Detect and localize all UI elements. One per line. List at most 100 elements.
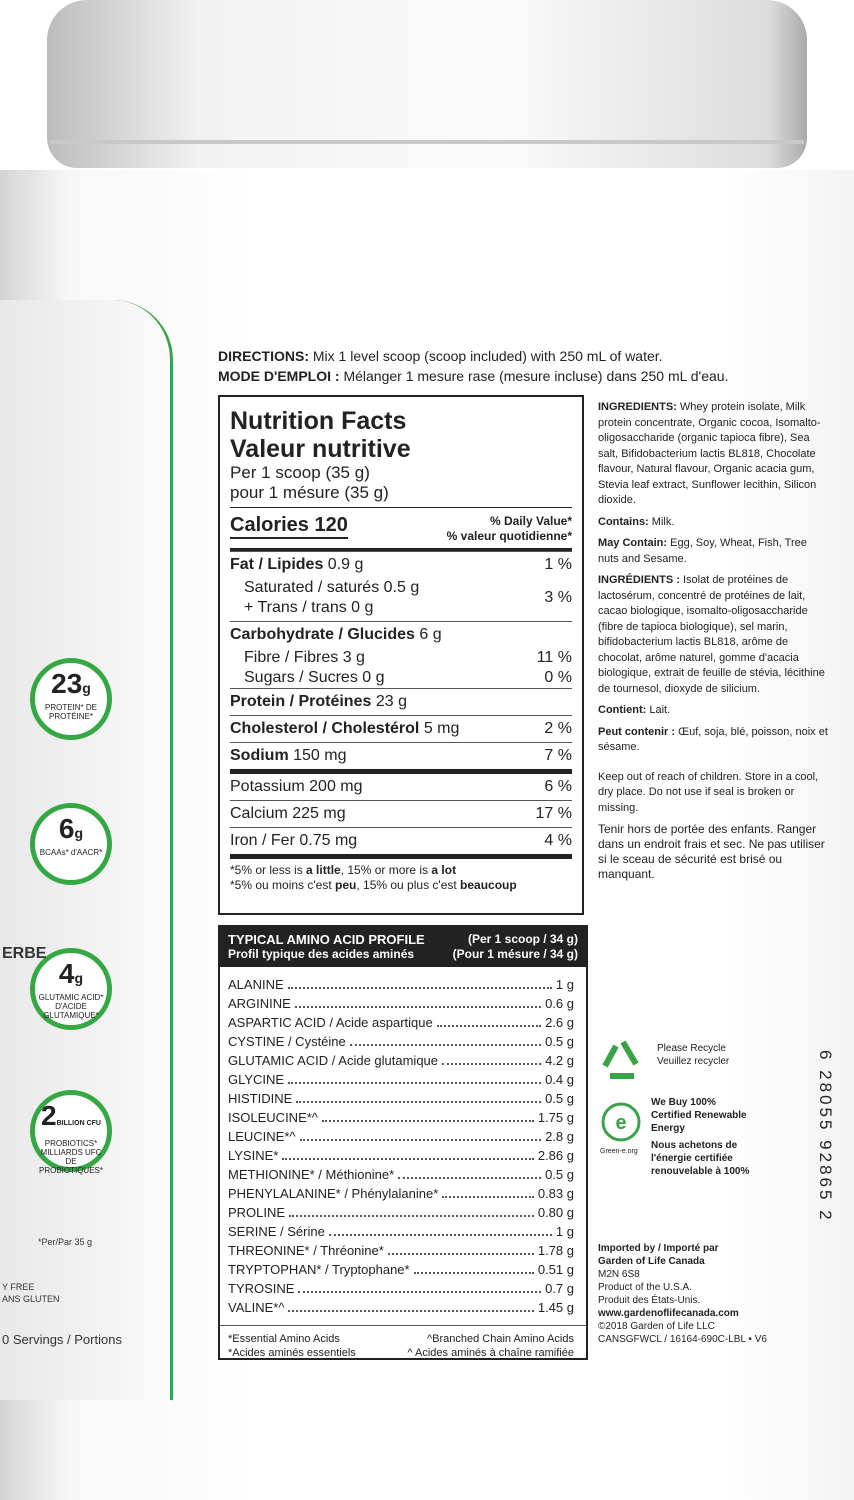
amino-amount: 0.6 g [545,996,574,1011]
info-paragraph: Contains: Milk. [598,515,830,531]
badge-text: GLUTAMIC ACID* D'ACIDE GLUTAMIQUE* [38,993,104,1020]
daily-value: 1 % [544,556,572,573]
badge-big: 23 [51,668,83,699]
nutrient-row: Fat / Lipides 0.9 g 1 % [230,551,572,578]
info-label: Peut contenir : [598,725,676,738]
label: DIRECTIONS: [218,348,309,364]
nutrient-amount: 0.9 g [327,556,364,573]
leader [413,1260,534,1274]
nutrient-row: Sodium 150 mg 7 % [230,742,572,769]
amino-row: ISOLEUCINE*^ 1.75 g [220,1108,586,1127]
badge-big: 4 [58,958,75,989]
footnote: *5% or less is a little, 15% or more is … [230,863,572,878]
amino-note: ^Branched Chain Amino Acids [426,1333,574,1345]
amino-row: ALANINE 1 g [220,975,586,994]
badge-unit: g [74,970,84,986]
amino-header: TYPICAL AMINO ACID PROFILE Profil typique… [220,927,586,967]
leader [436,1013,542,1027]
recycle-text: Please Recycle Veuillez recycler [657,1042,777,1068]
text: Mix 1 level scoop (scoop included) with … [312,348,663,364]
nutrient-label: Fibre / Fibres [244,649,339,666]
side-text: ERBE [2,945,47,962]
nutrient-label: + Trans / trans [244,599,347,616]
amino-row: GLUTAMIC ACID / Acide glutamique 4.2 g [220,1051,586,1070]
amino-name: PHENYLALANINE* / Phénylalanine* [228,1186,439,1201]
right-column: INGREDIENTS: Whey protein isolate, Milk … [598,400,830,888]
green-e-logo: e [601,1102,641,1142]
importer-line: Garden of Life Canada [598,1256,705,1267]
amino-name: VALINE*^ [228,1300,285,1315]
directions-fr: MODE D'EMPLOI : Mélanger 1 mesure rase (… [218,366,728,386]
info-paragraph: INGRÉDIENTS : Isolat de protéines de lac… [598,573,830,697]
badge: 6g BCAAs* d'AACR* [30,803,112,885]
leader [288,1298,534,1312]
side-text: 0 Servings / Portions [2,1332,122,1347]
nutrient: Carbohydrate / Glucides 6 g [230,625,442,645]
badge-unit: g [82,680,91,696]
leader [442,1184,534,1198]
info-text: Lait. [649,704,671,716]
leader [387,1241,534,1255]
amino-notes: *Essential Amino Acids ^Branched Chain Am… [220,1326,586,1360]
leader [442,1051,542,1065]
daily-value: 17 % [535,805,572,822]
nutrient: Saturated / saturés 0.5 g [244,578,419,598]
importer-line: Imported by / Importé par [598,1243,719,1254]
nutrient: Sugars / Sucres 0 g [244,668,385,688]
nutrient-amount: 6 g [419,626,442,643]
amino-amount: 0.4 g [545,1072,574,1087]
amino-row: ASPARTIC ACID / Acide aspartique 2.6 g [220,1013,586,1032]
amino-name: ALANINE [228,977,284,992]
badge-unit: g [74,825,84,841]
info-text: Milk. [651,515,675,528]
amino-row: METHIONINE* / Méthionine* 0.5 g [220,1165,586,1184]
nutrient-row: Sugars / Sucres 0 g 0 % [230,668,572,688]
amino-row: PROLINE 0.80 g [220,1203,586,1222]
note-row: *Acides aminés essentiels ^ Acides aminés… [220,1346,586,1360]
nutrient-amount: 5 mg [423,720,460,737]
footnote-part: a little [306,863,341,877]
importer-line: www.gardenoflifecanada.com [598,1308,739,1319]
title: Nutrition Facts [230,407,407,435]
amino-name: PROLINE [228,1205,286,1220]
badge-text: PROBIOTICS* MILLIARDS UFC DE PROBIOTIQUE… [38,1139,103,1175]
note-row: *Essential Amino Acids ^Branched Chain Am… [220,1332,586,1346]
nutrition-facts: Nutrition Facts Valeur nutritive Per 1 s… [218,395,584,915]
info-label: INGREDIENTS: [598,401,677,413]
badge-unit: BILLION CFU [56,1120,101,1127]
amino-row: PHENYLALANINE* / Phénylalanine* 0.83 g [220,1184,586,1203]
nutrient-rows: Fat / Lipides 0.9 g 1 % Saturated / saturé… [230,551,572,854]
daily-value: 4 % [544,832,572,849]
per-en: (Per 1 scoop / 34 g) [467,932,578,946]
badge-number: 6g [35,814,107,848]
leader [349,1032,542,1046]
badge: 4g GLUTAMIC ACID* D'ACIDE GLUTAMIQUE* [30,948,112,1030]
nutrient-row: + Trans / trans 0 g [230,598,572,621]
nutrient-label: Protein / Protéines [230,693,372,710]
side-text: Y FREE [2,1282,35,1292]
nutrient-amount: 3 g [342,649,365,666]
amino-amount: 2.6 g [545,1015,574,1030]
nutrient-label: Cholesterol / Cholestérol [230,720,420,737]
daily-value-head: % Daily Value*% valeur quotidienne* [447,514,572,544]
nutrient-amount: 0.5 g [383,579,420,596]
title: Valeur nutritive [230,435,411,463]
title: TYPICAL AMINO ACID PROFILE [228,932,425,947]
amino-name: ISOLEUCINE*^ [228,1110,318,1125]
nutrient-label: Sodium [230,747,289,764]
nutrient-row: Cholesterol / Cholestérol 5 mg 2 % [230,715,572,742]
info-text: Whey protein isolate, Milk protein conce… [598,401,821,506]
recycle-icon [602,1040,639,1079]
nutrient-label: Potassium [230,778,305,795]
footnote-part: a lot [431,863,457,877]
importer: Imported by / Importé par Garden of Life … [598,1242,788,1346]
amino-amount: 1 g [555,1224,574,1239]
info-paragraph: May Contain: Egg, Soy, Wheat, Fish, Tree… [598,536,830,567]
nutrient-row: Protein / Protéines 23 g [230,688,572,715]
daily-value: 11 % [536,649,572,666]
energy-text: We Buy 100% Certified Renewable Energy No… [651,1096,756,1178]
importer-line: ©2018 Garden of Life LLC [598,1321,715,1332]
leader [298,1279,542,1293]
info-label: Contains: [598,515,649,528]
directions: DIRECTIONS: Mix 1 level scoop (scoop inc… [218,346,728,386]
